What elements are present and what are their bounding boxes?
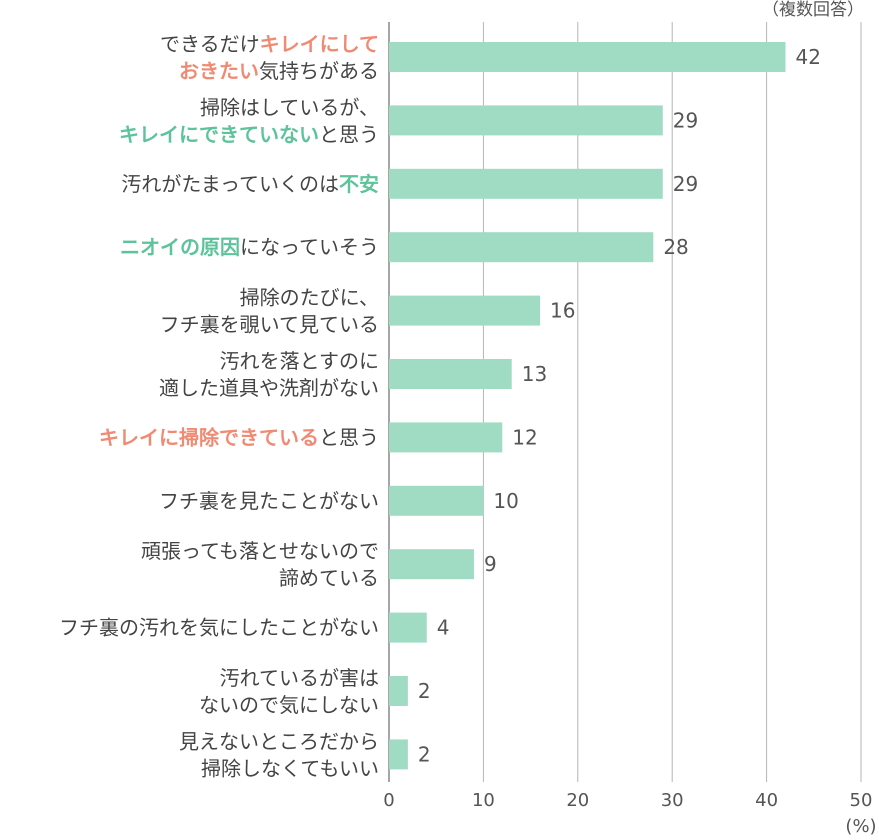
bar	[389, 612, 427, 643]
data-label: 10	[493, 489, 518, 513]
x-tick-label: 0	[383, 790, 394, 811]
category-labels: できるだけキレイにしておきたい気持ちがある掃除はしているが、キレイにできていない…	[59, 32, 379, 780]
data-label: 2	[418, 742, 431, 766]
category-label-segment: ないので気にしない	[199, 693, 379, 717]
category-label: フチ裏の汚れを気にしたことがない	[59, 616, 379, 640]
bar	[389, 485, 484, 516]
bar	[389, 105, 663, 136]
data-label: 29	[673, 172, 698, 196]
category-label-segment: 汚れているが害は	[220, 666, 379, 690]
category-label-segment: 気持ちがある	[259, 59, 379, 83]
category-label-segment: 適した道具や洗剤がない	[159, 376, 379, 400]
category-label-segment: 掃除はしているが、	[200, 95, 379, 119]
category-label: フチ裏を覗いて見ている	[160, 313, 379, 337]
category-label-segment: 見えないところだから	[179, 729, 379, 753]
category-label-segment: ニオイの原因	[120, 235, 240, 259]
data-label: 16	[550, 299, 575, 323]
category-label-segment: キレイに掃除できている	[99, 425, 319, 449]
category-label: ニオイの原因になっていそう	[120, 235, 379, 259]
multiple-answer-note: （複数回答）	[762, 0, 864, 20]
category-label-segment: 掃除しなくてもいい	[201, 756, 379, 780]
x-tick-label: 10	[472, 790, 495, 811]
category-label-segment: 不安	[339, 172, 379, 196]
category-label-segment: になっていそう	[240, 235, 379, 259]
x-tick-label: 30	[661, 790, 684, 811]
category-label-segment: フチ裏を覗いて見ている	[160, 313, 379, 337]
data-label: 42	[795, 45, 820, 69]
unit-label: (%)	[845, 816, 876, 837]
category-label: 掃除しなくてもいい	[201, 756, 379, 780]
category-label: 汚れを落とすのに	[220, 349, 379, 373]
x-tick-label: 50	[850, 790, 873, 811]
category-label: 頑張っても落とせないので	[141, 539, 379, 563]
data-label: 9	[484, 552, 497, 576]
category-label: 掃除のたびに、	[240, 286, 379, 310]
category-label: おきたい気持ちがある	[179, 59, 379, 83]
data-label: 2	[418, 679, 431, 703]
data-label: 28	[663, 235, 688, 259]
category-label-segment: 頑張っても落とせないので	[141, 539, 379, 563]
bar	[389, 295, 541, 326]
bars	[389, 42, 786, 770]
category-label-segment: 掃除のたびに、	[240, 286, 379, 310]
category-label-segment: 汚れがたまっていくのは	[121, 172, 339, 196]
category-label: 掃除はしているが、	[200, 95, 379, 119]
x-tick-label: 20	[566, 790, 589, 811]
data-label: 4	[437, 616, 450, 640]
category-label-segment: フチ裏を見たことがない	[159, 489, 379, 513]
category-label-segment: と思う	[319, 122, 379, 146]
category-label-segment: 汚れを落とすのに	[220, 349, 379, 373]
bar	[389, 549, 474, 580]
data-label: 12	[512, 425, 537, 449]
category-label: 汚れているが害は	[220, 666, 379, 690]
x-tick-label: 40	[755, 790, 778, 811]
category-label: できるだけキレイにして	[160, 32, 379, 56]
category-label: フチ裏を見たことがない	[159, 489, 379, 513]
bar	[389, 359, 512, 389]
category-label: 汚れがたまっていくのは不安	[121, 172, 379, 196]
category-label-segment: 諦めている	[279, 566, 379, 590]
category-label-segment: キレイにして	[260, 32, 379, 56]
category-label: 諦めている	[279, 566, 379, 590]
bar	[389, 168, 663, 199]
bar	[389, 42, 786, 72]
grid-lines	[388, 22, 862, 782]
bar	[389, 739, 408, 770]
bar	[389, 676, 408, 706]
category-label: 適した道具や洗剤がない	[159, 376, 379, 400]
data-label: 29	[673, 108, 698, 132]
bar	[389, 422, 503, 453]
category-label-segment: キレイにできていない	[119, 122, 319, 146]
bar	[389, 232, 654, 263]
category-label: キレイにできていないと思う	[119, 122, 379, 146]
data-label: 13	[522, 362, 547, 386]
category-label-segment: と思う	[319, 425, 379, 449]
category-label-segment: フチ裏の汚れを気にしたことがない	[59, 616, 379, 640]
category-label-segment: できるだけ	[160, 32, 260, 56]
category-label-segment: おきたい	[179, 59, 259, 83]
category-label: ないので気にしない	[199, 693, 379, 717]
category-label: 見えないところだから	[179, 729, 379, 753]
category-label: キレイに掃除できていると思う	[99, 425, 379, 449]
x-axis-ticks: 0 10 20 30 40 50	[383, 790, 872, 811]
